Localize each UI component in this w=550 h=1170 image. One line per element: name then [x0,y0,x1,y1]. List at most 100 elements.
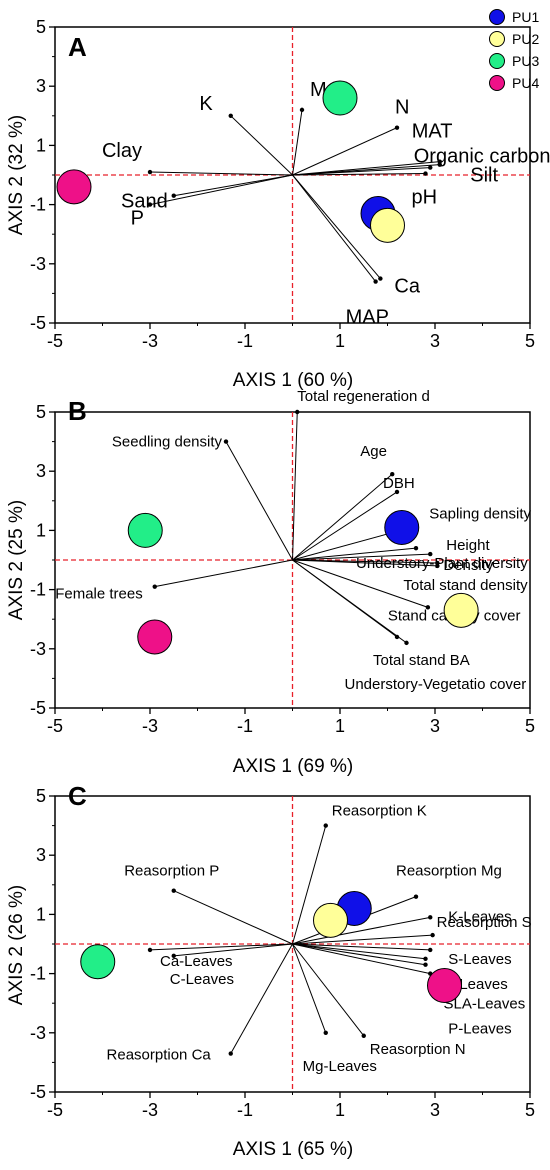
legend-marker-pu4 [489,75,505,91]
panel-c-vector-reasorption-n [292,943,365,1037]
panel-a-vector-label-ca: Ca [394,276,420,298]
panel-c-x-tick-label: -3 [142,1100,158,1120]
panel-a-vector-label-ph: pH [412,187,438,209]
panel-c-x-axis-label: AXIS 1 (65 %) [233,1139,353,1160]
panel-b-vector-tip-dbh [394,489,400,495]
panel-c-vector-label-reasorption-s: Reasorption S [437,914,532,931]
panel-c-vector-tip-mg-leaves [323,1030,328,1036]
panel-b-point-pu3 [127,512,163,548]
panel-c-vector-tip-reasorption-ca [228,1051,233,1056]
panel-c-y-axis-label: AXIS 2 (26 %) [6,885,27,1005]
panel-c-vector-mg-leaves [292,943,327,1033]
panel-a-y-axis-label: AXIS 2 (32 %) [6,115,27,235]
panel-c-vector-tip-k-leaves [428,915,433,920]
panel-b-x-tick-label: -5 [47,716,63,736]
panel-c-y-tick-label: -3 [30,1023,46,1043]
panel-b-vector-understory-vegetatio-cover [292,559,407,644]
panel-c-vector-label-ca-leaves: Ca-Leaves [160,953,233,970]
panel-a-y-tick-label: -5 [30,313,46,333]
panel-b-vector-label-seedling-density: Seedling density [112,434,223,451]
panel-b-vector-label-female-trees: Female trees [55,586,143,603]
panel-a-vector-n [292,127,398,176]
panel-c-vector-tip-reasorption-mg [413,894,419,899]
panel-c-vector-label-c-leaves: C-Leaves [170,971,234,988]
panel-c-x-tick-label: 5 [525,1100,535,1120]
panel-a-vector-label-p: P [131,208,144,230]
panel-b-vector-label-age: Age [360,443,387,460]
panel-b-vector-height [292,553,431,561]
panel-b-vector-label-total-regeneration-d: Total regeneration d [297,388,430,405]
panel-b-vector-tip-understory-vegetatio-cover [404,640,409,646]
panel-a-vector-label-sand: Sand [121,191,168,213]
panel-a-vector-label-mat: MAT [412,121,453,143]
panel-a-vector-clay [149,171,293,176]
panel-c-vector-label-k-leaves: K-Leaves [448,908,511,925]
panel-b-point-pu1 [384,509,420,545]
panel-b-vector-stand-canopy-cover [292,559,429,608]
panel-a-vector-tip-ca [378,276,383,281]
panel-b-x-tick-label: 3 [430,716,440,736]
legend-marker-pu3 [489,53,505,69]
legend-marker-pu1 [489,9,505,25]
panel-c-vector-label-reasorption-mg: Reasorption Mg [396,863,502,880]
panel-b-vector-tip-total-regeneration-d [295,409,300,415]
panel-c-vector-tip-ca-leaves [147,947,153,953]
panel-c-vector-tip-reasorption-p [171,888,176,893]
panel-c-point-pu3 [80,944,116,980]
panel-a-vector-p [149,174,293,206]
panel-c-vector-tip-reasorption-n [361,1033,366,1038]
panel-b-vector-label-understory-plant-diversity: Understory-Plant diversity [356,555,528,572]
panel-a-y-tick-label: 3 [36,76,46,96]
panel-b-vector-label-height: Height [446,537,490,554]
panel-c-vector-s-leaves [292,943,431,951]
panel-b-y-tick-label: -5 [30,698,46,718]
panel-b-point-pu2 [443,592,479,628]
panel-b-y-tick-label: 1 [36,520,46,540]
panel-b-y-tick-label: -1 [30,580,46,600]
panel-b-y-tick-label: 5 [36,402,46,422]
panel-b-vector-age [292,473,393,561]
legend-marker-pu2 [489,31,505,47]
panel-c-vector-tip-c-leaves [171,953,176,959]
panel-c-vector-tip-sla-leaves [423,962,428,967]
panel-a-vector-label-organic-carbon: Organic carbon [414,146,550,168]
panel-a-vector-tip-p [147,202,153,207]
panel-c-vector-c-leaves [173,943,293,957]
panel-b-vector-seedling-density [225,441,293,561]
panel-a-vector-mg [292,109,303,176]
panel-a-vector-label-clay: Clay [102,140,142,162]
panel-c-vector-label-reasorption-p: Reasorption P [124,863,219,880]
panel-a-x-axis-label: AXIS 1 (60 %) [233,370,353,391]
panel-b-vector-label-understory-vegetatio-cover: Understory-Vegetatio cover [345,676,527,693]
panel-a-vector-k [230,115,293,176]
panel-c-y-tick-label: -1 [30,964,46,984]
panel-b-vector-tip-total-stand-ba [394,634,400,640]
panel-a-point-pu4 [56,169,92,205]
panel-b-vector-label-density: Density [443,557,494,574]
panel-b-vector-understory-plant-diversity [292,547,417,561]
panel-c-vector-sla-leaves [292,943,426,966]
legend: PU1 PU2 PU3 PU4 [489,9,539,91]
panel-c-points [80,890,462,1003]
panel-c-vector-reasorption-k [292,825,327,945]
panel-c-y-tick-label: 3 [36,845,46,865]
panel-b-vector-tip-seedling-density [223,439,229,444]
panel-c-x-tick-label: -1 [237,1100,253,1120]
panel-a-vector-label-k: K [199,93,213,115]
panel-b: Total regeneration d Seedling density Age D… [6,388,535,777]
panel-c-vector-label-reasorption-ca: Reasorption Ca [107,1047,212,1064]
panel-a-y-tick-label: -1 [30,195,46,215]
panel-a-points [56,80,405,243]
panel-a-vector-tip-ph [423,171,428,176]
panel-b-vector-total-regeneration-d [292,411,298,561]
panel-c-vector-tip-s-leaves [428,947,433,953]
panel-a-vector-tip-map [373,279,378,284]
panel-b-vector-dbh [292,491,398,561]
panel-a-vector-label-n: N [395,97,409,119]
panel-a-x-tick-label: 1 [335,331,345,351]
panel-c-x-tick-label: 3 [430,1100,440,1120]
panel-c-vector-reasorption-s [292,934,433,945]
